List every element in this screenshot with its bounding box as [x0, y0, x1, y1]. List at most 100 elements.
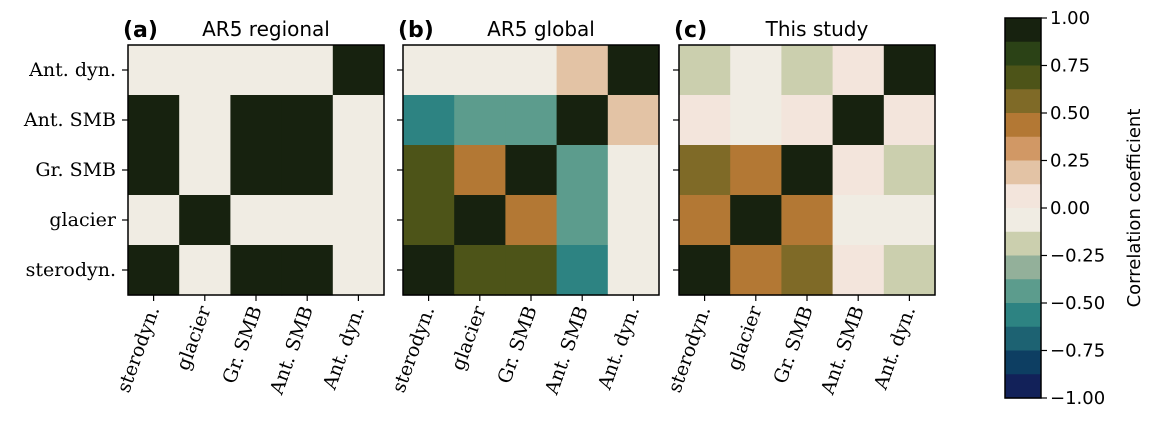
heatmap-cell: [403, 245, 455, 296]
panel-letter: (a): [123, 18, 158, 43]
heatmap-cell: [505, 195, 558, 246]
colorbar-segment: [1005, 255, 1041, 280]
colorbar-segment: [1005, 136, 1041, 162]
heatmap-cell: [607, 245, 660, 296]
heatmap-cell: [556, 245, 609, 296]
heatmap-cell: [505, 145, 558, 196]
x-tick-label: Ant. dyn.: [318, 303, 369, 393]
colorbar-tick-label: 0.25: [1050, 151, 1090, 172]
colorbar-segment: [1005, 326, 1041, 352]
heatmap-cell: [679, 245, 731, 296]
x-tick-label: Ant. dyn.: [869, 303, 920, 393]
colorbar-tick-label: −1.00: [1050, 388, 1105, 409]
heatmap-cell: [679, 195, 731, 246]
colorbar-segment: [1005, 208, 1041, 233]
colorbar-tick-label: −0.25: [1050, 246, 1105, 267]
heatmap-cell: [832, 95, 885, 146]
heatmap-cell: [454, 45, 506, 96]
colorbar-segment: [1005, 303, 1041, 328]
x-tick-label: Gr. SMB: [218, 303, 266, 386]
heatmap-cell: [607, 95, 660, 146]
x-tick-label: sterodyn.: [664, 303, 716, 395]
heatmap-cell: [556, 45, 609, 96]
heatmap-cell: [332, 95, 385, 146]
heatmap-cell: [832, 145, 885, 196]
y-tick-label: Ant. SMB: [23, 109, 116, 131]
x-tick-label: sterodyn.: [113, 303, 165, 395]
heatmap-cell: [832, 45, 885, 96]
heatmap-cell: [883, 195, 936, 246]
heatmap-cell: [556, 145, 609, 196]
x-tick-label: Ant. SMB: [265, 303, 318, 398]
panel-title: This study: [765, 17, 869, 41]
heatmap-cell: [281, 145, 334, 196]
colorbar-tick-label: 0.50: [1050, 103, 1090, 124]
heatmap-cell: [505, 95, 558, 146]
colorbar-segment: [1005, 350, 1041, 375]
x-tick-label: glacier: [723, 302, 767, 373]
heatmap-cell: [679, 95, 731, 146]
heatmap-cell: [781, 145, 834, 196]
heatmap-cell: [607, 195, 660, 246]
heatmap-cell: [832, 245, 885, 296]
x-tick-label: Gr. SMB: [493, 303, 541, 386]
colorbar-segment: [1005, 65, 1041, 90]
heatmap-cell: [730, 245, 782, 296]
heatmap-cell: [679, 45, 731, 96]
heatmap-cell: [403, 95, 455, 146]
y-tick-label: Ant. dyn.: [28, 59, 116, 81]
colorbar-segment: [1005, 184, 1041, 209]
x-tick-label: glacier: [447, 302, 491, 373]
heatmap-cell: [281, 245, 334, 296]
y-tick-label: Gr. SMB: [35, 159, 116, 181]
heatmap-cell: [730, 195, 782, 246]
heatmap-cell: [883, 145, 936, 196]
heatmap-cell: [179, 145, 231, 196]
heatmap-cell: [179, 95, 231, 146]
heatmap-cell: [128, 245, 180, 296]
colorbar-segment: [1005, 279, 1041, 304]
colorbar-segment: [1005, 41, 1041, 67]
heatmap-cell: [730, 145, 782, 196]
heatmap-cell: [454, 245, 506, 296]
heatmap-cell: [179, 245, 231, 296]
panel-title: AR5 regional: [202, 17, 330, 41]
colorbar-segment: [1005, 113, 1041, 138]
colorbar-segment: [1005, 231, 1041, 257]
heatmap-cell: [556, 195, 609, 246]
panel-letter: (c): [674, 18, 707, 43]
panel-letter: (b): [398, 18, 434, 43]
heatmap-cell: [230, 95, 283, 146]
colorbar: 1.00 0.75 0.50 0.25 0.00 −0.25 −0.50 −0.75 −1.00…: [1004, 8, 1145, 409]
panel-title: AR5 global: [487, 17, 595, 41]
heatmap-cell: [230, 145, 283, 196]
x-tick-label: glacier: [172, 302, 216, 373]
colorbar-tick-label: −0.50: [1050, 293, 1105, 314]
heatmap-cell: [730, 45, 782, 96]
heatmap-cell: [332, 195, 385, 246]
heatmap-cell: [883, 45, 936, 96]
colorbar-tick-label: 0.00: [1050, 198, 1090, 219]
heatmap-cell: [454, 145, 506, 196]
heatmap-cell: [781, 95, 834, 146]
heatmap-cell: [403, 195, 455, 246]
heatmap-cell: [505, 45, 558, 96]
heatmap-cell: [505, 245, 558, 296]
heatmap-cell: [832, 195, 885, 246]
heatmap-cell: [781, 45, 834, 96]
heatmap-cell: [128, 45, 180, 96]
heatmap-cell: [607, 45, 660, 96]
heatmap-cell: [679, 145, 731, 196]
heatmap-cell: [281, 95, 334, 146]
colorbar-tick-label: −0.75: [1050, 341, 1105, 362]
colorbar-segment: [1005, 89, 1041, 114]
y-tick-label: sterodyn.: [26, 259, 116, 281]
colorbar-segment: [1005, 374, 1041, 399]
heatmap-cell: [332, 245, 385, 296]
heatmap-cell: [332, 45, 385, 96]
